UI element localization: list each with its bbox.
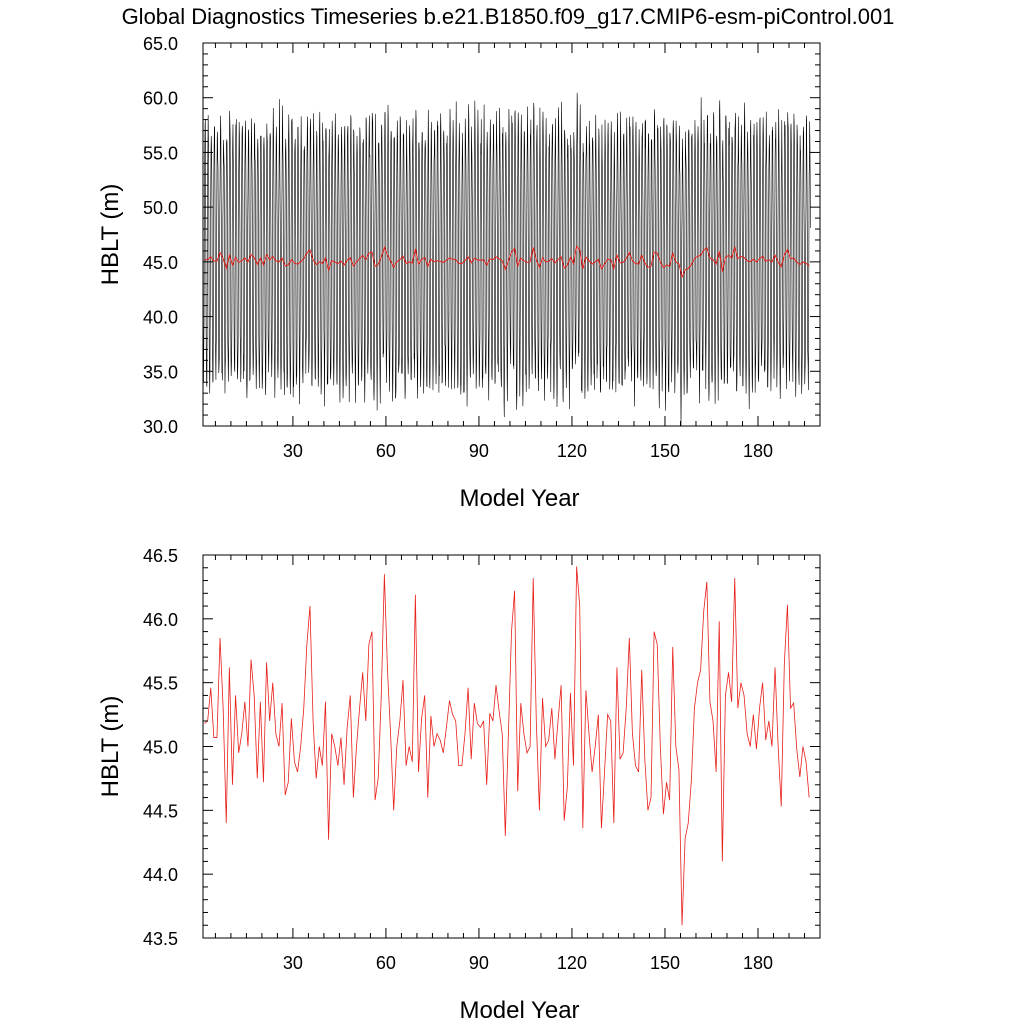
- y-axis-label: HBLT (m): [97, 696, 124, 798]
- x-tick-label: 30: [283, 953, 303, 973]
- y-tick-label: 60.0: [143, 89, 178, 109]
- chart-panel-top: 30 60 90 120 150 180 30.0 35.0 40.0 45.0 50.0 55.0 6…: [97, 34, 821, 512]
- plot-frame: [202, 554, 821, 939]
- x-tick-label: 150: [650, 441, 680, 461]
- x-tick-label: 90: [469, 953, 489, 973]
- y-tick-label: 45.5: [143, 674, 178, 694]
- y-tick-label: 35.0: [143, 362, 178, 382]
- x-tick-label: 60: [376, 953, 396, 973]
- y-tick-label: 44.5: [143, 801, 178, 821]
- annual-mean-series-line: [204, 245, 810, 279]
- y-tick-label: 46.5: [143, 546, 178, 566]
- plot-frame: [202, 42, 821, 427]
- x-tick-label: 180: [743, 953, 773, 973]
- y-tick-label: 46.0: [143, 610, 178, 630]
- x-axis-label: Model Year: [459, 485, 579, 512]
- x-tick-label: 120: [557, 953, 587, 973]
- chart-panel-bottom: 30 60 90 120 150 180 43.5 44.0 44.5 45.0 45.5 46.0 4…: [97, 546, 821, 1024]
- y-axis-label: HBLT (m): [97, 184, 124, 286]
- y-tick-label: 43.5: [143, 929, 178, 949]
- x-tick-label: 150: [650, 953, 680, 973]
- x-tick-label: 60: [376, 441, 396, 461]
- x-tick-label: 90: [469, 441, 489, 461]
- y-tick-label: 55.0: [143, 143, 178, 163]
- x-axis-label: Model Year: [459, 997, 579, 1024]
- y-tick-label: 45.0: [143, 253, 178, 273]
- monthly-series-line: [203, 92, 811, 426]
- y-tick-label: 50.0: [143, 198, 178, 218]
- y-tick-label: 30.0: [143, 417, 178, 437]
- x-tick-label: 180: [743, 441, 773, 461]
- chart-title: Global Diagnostics Timeseries b.e21.B185…: [122, 4, 895, 29]
- y-tick-label: 44.0: [143, 865, 178, 885]
- x-tick-label: 120: [557, 441, 587, 461]
- x-tick-label: 30: [283, 441, 303, 461]
- annual-mean-series-line: [204, 566, 810, 926]
- y-tick-label: 45.0: [143, 738, 178, 758]
- y-tick-label: 40.0: [143, 308, 178, 328]
- y-tick-label: 65.0: [143, 34, 178, 54]
